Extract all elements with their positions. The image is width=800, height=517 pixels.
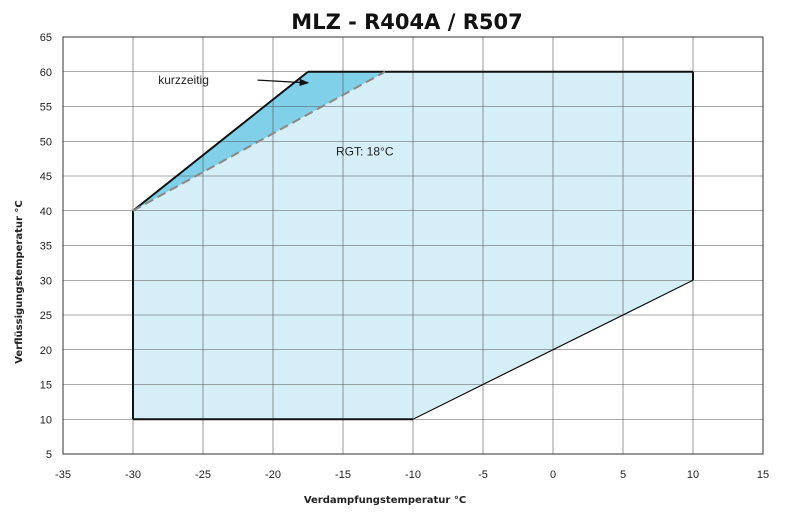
y-tick-label: 60 (40, 67, 52, 79)
annotation-label: RGT: 18°C (336, 145, 394, 159)
boundary-segment (132, 70, 309, 212)
y-tick-label: 40 (40, 206, 52, 218)
x-tick-label: -10 (405, 469, 421, 481)
y-tick-label: 65 (40, 32, 52, 44)
x-tick-label: -25 (195, 469, 211, 481)
y-tick-label: 45 (40, 171, 52, 183)
x-tick-label: 5 (620, 469, 626, 481)
y-tick-label: 55 (40, 102, 52, 114)
chart-title: MLZ - R404A / R507 (291, 10, 522, 34)
boundary-segment (412, 279, 694, 420)
annotation-label: kurzzeitig (158, 73, 209, 87)
y-tick-label: 30 (40, 275, 52, 287)
x-tick-label: 10 (687, 469, 699, 481)
x-tick-label: -30 (125, 469, 141, 481)
x-tick-labels: -35 -30 -25 -20 -15 -10 -5 0 5 10 15 (55, 469, 769, 481)
y-tick-label: 20 (40, 345, 52, 357)
x-axis-label: Verdampfungstemperatur °C (304, 495, 466, 506)
y-tick-label: 5 (46, 449, 52, 461)
y-tick-label: 35 (40, 241, 52, 253)
envelope-boundaries (132, 70, 694, 421)
annotations: kurzzeitig RGT: 18°C (158, 73, 394, 159)
annotation-arrow (257, 78, 310, 87)
x-tick-label: -5 (478, 469, 488, 481)
plot-frame (62, 36, 764, 455)
boundary-dashed (132, 70, 386, 212)
y-tick-labels: 5 10 15 20 25 30 35 40 45 50 55 60 65 (40, 32, 52, 461)
y-tick-label: 10 (40, 414, 52, 426)
y-tick-label: 15 (40, 380, 52, 392)
x-tick-label: 15 (757, 469, 769, 481)
x-tick-label: 0 (550, 469, 556, 481)
y-tick-label: 25 (40, 310, 52, 322)
x-tick-label: -35 (55, 469, 71, 481)
x-tick-label: -15 (335, 469, 351, 481)
x-tick-label: -20 (265, 469, 281, 481)
y-tick-label: 50 (40, 136, 52, 148)
y-axis-label: Verflüssigungstemperatur °C (14, 200, 25, 364)
